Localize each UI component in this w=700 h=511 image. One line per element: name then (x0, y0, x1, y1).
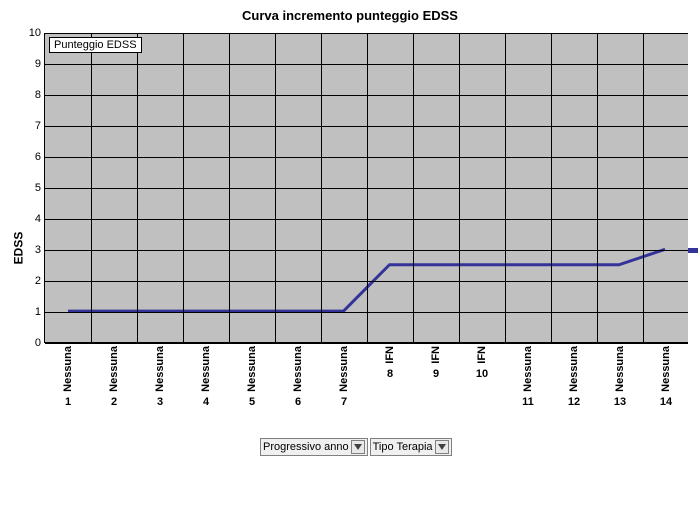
x-category: Nessuna 12 (551, 342, 597, 408)
y-tick-label: 4 (35, 213, 45, 225)
x-year-label: 13 (597, 396, 643, 408)
chevron-down-icon (435, 440, 449, 454)
x-year-label: 8 (367, 368, 413, 380)
category-divider (597, 33, 598, 342)
category-divider (91, 33, 92, 342)
x-year-label: 4 (183, 396, 229, 408)
axis-controls: Progressivo anno Tipo Terapia (260, 438, 452, 456)
x-therapy-label: Nessuna (62, 346, 74, 392)
x-therapy-label: Nessuna (200, 346, 212, 392)
category-divider (459, 33, 460, 342)
x-therapy-label: Nessuna (108, 346, 120, 392)
x-therapy-label: Nessuna (338, 346, 350, 392)
dropdown-label: Progressivo anno (263, 441, 349, 453)
category-divider (229, 33, 230, 342)
y-tick-label: 10 (29, 27, 45, 39)
x-therapy-label: IFN (430, 346, 442, 364)
y-tick-label: 2 (35, 275, 45, 287)
chart-title: Curva incremento punteggio EDSS (0, 0, 700, 33)
y-tick-label: 0 (35, 337, 45, 349)
legend-box: Punteggio EDSS (49, 37, 142, 53)
x-year-label: 14 (643, 396, 689, 408)
x-category: Nessuna 6 (275, 342, 321, 408)
x-category: IFN 10 (459, 342, 505, 380)
x-year-label: 5 (229, 396, 275, 408)
plot-area: Punteggio EDSS 012345678910Nessuna1Nessu… (44, 33, 688, 343)
category-divider (137, 33, 138, 342)
x-category: Nessuna 4 (183, 342, 229, 408)
x-therapy-label: Nessuna (660, 346, 672, 392)
x-category: IFN 8 (367, 342, 413, 380)
x-category: IFN 9 (413, 342, 459, 380)
x-category: Nessuna 13 (597, 342, 643, 408)
x-category: Nessuna 3 (137, 342, 183, 408)
y-axis-label: EDSS (11, 232, 25, 265)
x-category: Nessuna 14 (643, 342, 689, 408)
category-divider (275, 33, 276, 342)
y-tick-label: 1 (35, 306, 45, 318)
y-tick-label: 8 (35, 89, 45, 101)
axis-dropdown[interactable]: Tipo Terapia (370, 438, 452, 456)
x-year-label: 12 (551, 396, 597, 408)
y-tick-label: 9 (35, 58, 45, 70)
category-divider (505, 33, 506, 342)
x-therapy-label: Nessuna (614, 346, 626, 392)
x-therapy-label: Nessuna (568, 346, 580, 392)
y-tick-label: 3 (35, 244, 45, 256)
chevron-down-icon (351, 440, 365, 454)
dropdown-label: Tipo Terapia (373, 441, 433, 453)
category-divider (367, 33, 368, 342)
category-divider (321, 33, 322, 342)
x-year-label: 2 (91, 396, 137, 408)
x-category: Nessuna 7 (321, 342, 367, 408)
y-tick-label: 6 (35, 151, 45, 163)
x-year-label: 10 (459, 368, 505, 380)
category-divider (413, 33, 414, 342)
x-year-label: 3 (137, 396, 183, 408)
x-therapy-label: IFN (384, 346, 396, 364)
x-therapy-label: Nessuna (154, 346, 166, 392)
x-therapy-label: Nessuna (292, 346, 304, 392)
x-category: Nessuna 5 (229, 342, 275, 408)
x-therapy-label: Nessuna (246, 346, 258, 392)
x-category: Nessuna 2 (91, 342, 137, 408)
category-divider (643, 33, 644, 342)
x-year-label: 1 (45, 396, 91, 408)
y-tick-label: 7 (35, 120, 45, 132)
x-therapy-label: Nessuna (522, 346, 534, 392)
x-year-label: 6 (275, 396, 321, 408)
axis-dropdown[interactable]: Progressivo anno (260, 438, 368, 456)
series-marker (688, 248, 698, 253)
x-year-label: 7 (321, 396, 367, 408)
chart-container: EDSS Punteggio EDSS 012345678910Nessuna1… (0, 33, 700, 463)
x-year-label: 11 (505, 396, 551, 408)
x-therapy-label: IFN (476, 346, 488, 364)
x-year-label: 9 (413, 368, 459, 380)
category-divider (551, 33, 552, 342)
category-divider (183, 33, 184, 342)
x-category: Nessuna 11 (505, 342, 551, 408)
y-tick-label: 5 (35, 182, 45, 194)
x-category: Nessuna 1 (45, 342, 91, 408)
